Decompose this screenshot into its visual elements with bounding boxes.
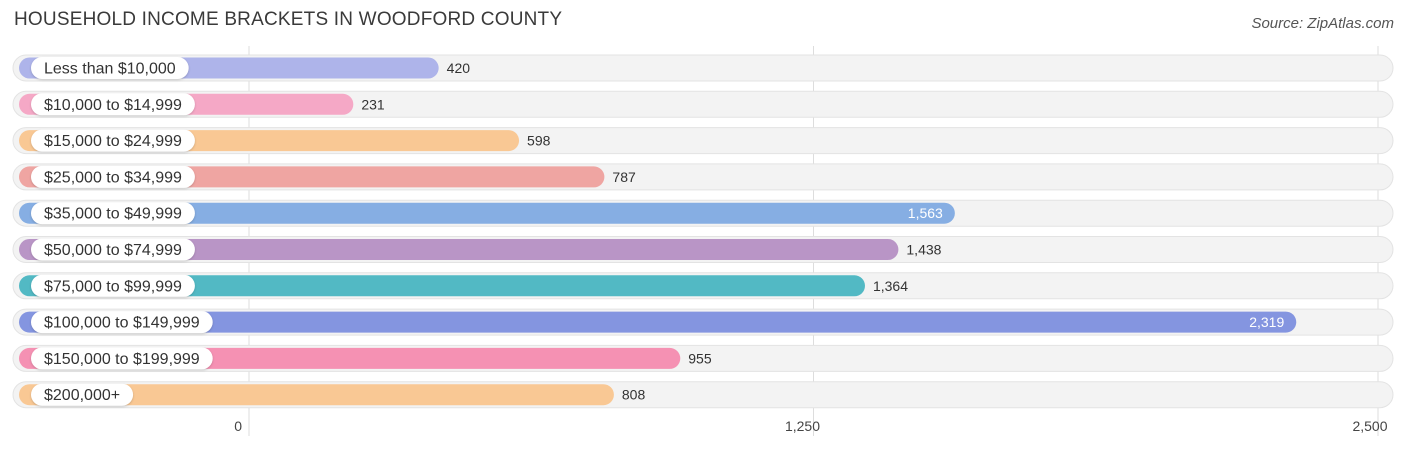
value-label: 787 <box>612 169 636 185</box>
row-track <box>12 90 1394 118</box>
bar-row: $100,000 to $149,999 2,319 <box>12 308 1394 336</box>
bar-rows: Less than $10,000 420 $10,000 to $14,999 23… <box>12 54 1394 409</box>
category-label: $35,000 to $49,999 <box>44 206 182 223</box>
x-tick-label: 2,500 <box>1352 418 1387 434</box>
bar <box>19 311 1297 333</box>
bar-row: Less than $10,000 420 <box>12 54 1394 82</box>
category-label: $25,000 to $34,999 <box>44 169 182 186</box>
bar <box>19 202 955 224</box>
chart-title: HOUSEHOLD INCOME BRACKETS IN WOODFORD CO… <box>14 9 563 30</box>
value-label: 420 <box>447 60 471 76</box>
bar-row: $75,000 to $99,999 1,364 <box>12 272 1394 300</box>
bar <box>19 239 899 260</box>
bar <box>19 384 614 406</box>
value-label: 808 <box>622 387 646 403</box>
value-label: 1,438 <box>906 242 941 258</box>
bar-row: $150,000 to $199,999 955 <box>12 344 1394 372</box>
category-label: $15,000 to $24,999 <box>44 133 182 150</box>
category-label: $75,000 to $99,999 <box>44 278 182 295</box>
category-label-pill <box>31 129 195 152</box>
category-label: Less than $10,000 <box>44 61 176 78</box>
category-label-pill <box>31 383 134 406</box>
source-label: Source: ZipAtlas.com <box>1251 15 1394 32</box>
category-label: $150,000 to $199,999 <box>44 351 200 368</box>
category-label-pill <box>31 238 195 261</box>
category-label: $10,000 to $14,999 <box>44 97 182 114</box>
bar-row: $25,000 to $34,999 787 <box>12 163 1394 191</box>
x-tick-label: 0 <box>234 418 242 434</box>
category-label: $200,000+ <box>44 387 120 404</box>
bar-row: $10,000 to $14,999 231 <box>12 90 1394 118</box>
category-label-pill <box>31 93 195 116</box>
category-label-pill <box>31 202 195 225</box>
category-label: $50,000 to $74,999 <box>44 242 182 259</box>
category-label-pill <box>31 57 189 79</box>
category-label-pill <box>31 274 195 297</box>
value-label: 955 <box>688 350 712 366</box>
value-label: 598 <box>527 133 551 149</box>
value-label: 1,364 <box>873 278 908 294</box>
value-label: 1,563 <box>908 205 943 221</box>
value-label: 2,319 <box>1249 314 1284 330</box>
category-label-pill <box>31 311 213 334</box>
bar-row: $50,000 to $74,999 1,438 <box>12 236 1394 263</box>
bar-row: $35,000 to $49,999 1,563 <box>12 199 1394 227</box>
category-label-pill <box>31 165 195 188</box>
x-tick-label: 1,250 <box>785 418 820 434</box>
category-label-pill <box>31 347 213 370</box>
value-label: 231 <box>361 96 385 112</box>
bar <box>19 275 865 297</box>
bar-row: $200,000+ 808 <box>12 381 1394 409</box>
category-label: $100,000 to $149,999 <box>44 315 200 332</box>
bar-row: $15,000 to $24,999 598 <box>12 127 1394 155</box>
x-axis-ticks: 0 1,250 2,500 <box>234 418 1388 434</box>
